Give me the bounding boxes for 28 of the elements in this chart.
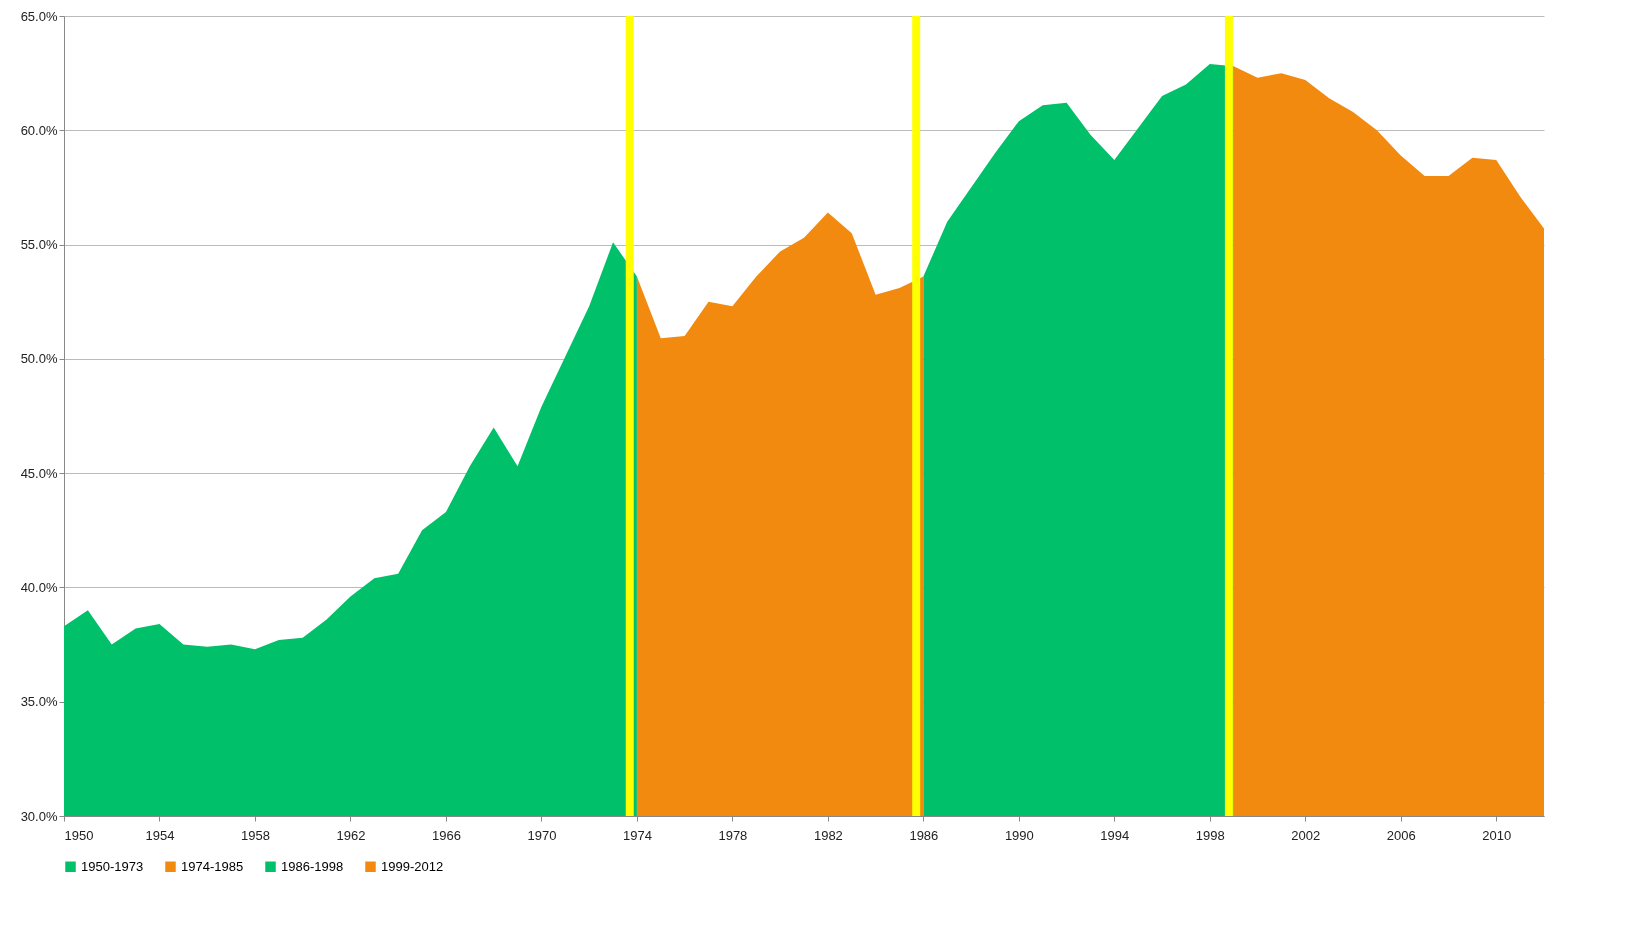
x-tick-label: 1954	[145, 827, 175, 843]
x-tick-label: 2010	[1482, 827, 1512, 843]
y-tick-label: 30.0%	[20, 808, 58, 824]
x-tick-label: 1986	[909, 827, 939, 843]
x-tick-label: 1974	[622, 827, 652, 843]
y-tick-label: 60.0%	[20, 122, 58, 138]
legend-label: 1999-2012	[381, 858, 444, 874]
x-tick-label: 1982	[813, 827, 843, 843]
x-tick-label: 2006	[1386, 827, 1416, 843]
legend-label: 1986-1998	[281, 858, 344, 874]
y-tick-label: 55.0%	[20, 237, 58, 253]
y-tick-label: 50.0%	[20, 351, 58, 367]
x-tick-label: 1962	[336, 827, 366, 843]
x-tick-label: 1998	[1195, 827, 1225, 843]
x-tick-label: 1994	[1100, 827, 1130, 843]
y-tick-label: 40.0%	[20, 579, 58, 595]
x-tick-label: 1990	[1004, 827, 1034, 843]
x-tick-label: 2002	[1291, 827, 1321, 843]
y-tick-label: 65.0%	[20, 8, 58, 24]
x-tick-label: 1966	[431, 827, 461, 843]
x-tick-label: 1950	[64, 827, 94, 843]
x-tick-label: 1958	[241, 827, 270, 843]
x-tick-label: 1970	[527, 827, 557, 843]
legend-label: 1950-1973	[81, 858, 144, 874]
x-tick-label: 1978	[718, 827, 748, 843]
y-tick-label: 45.0%	[20, 465, 58, 481]
y-tick-label: 35.0%	[20, 694, 58, 710]
legend-label: 1974-1985	[181, 858, 244, 874]
